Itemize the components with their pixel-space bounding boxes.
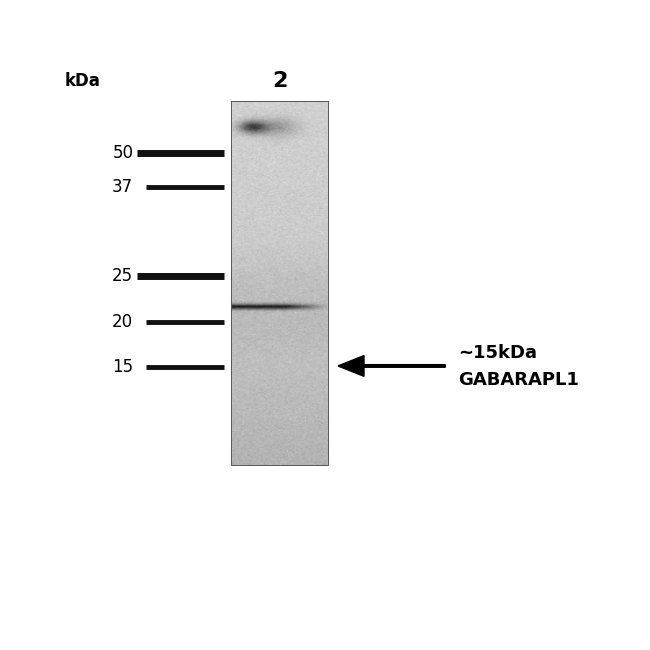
Text: 20: 20 <box>112 313 133 331</box>
Text: ~15kDa: ~15kDa <box>458 344 538 362</box>
Bar <box>231 101 328 465</box>
FancyArrow shape <box>338 356 445 376</box>
Text: 50: 50 <box>112 144 133 162</box>
Text: 25: 25 <box>112 267 133 285</box>
Text: GABARAPL1: GABARAPL1 <box>458 371 579 389</box>
Text: kDa: kDa <box>65 72 101 90</box>
Text: 37: 37 <box>112 178 133 196</box>
Text: 15: 15 <box>112 358 133 376</box>
Text: 2: 2 <box>272 72 287 91</box>
